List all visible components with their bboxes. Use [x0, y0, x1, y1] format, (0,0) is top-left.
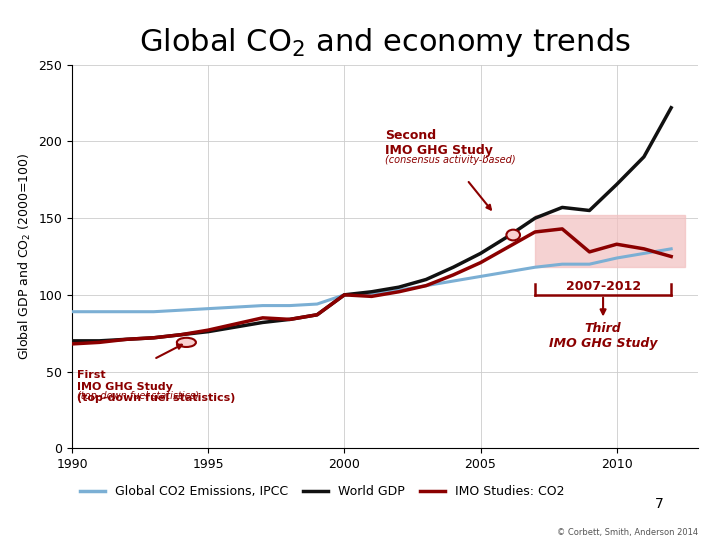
- Text: (consensus activity-based): (consensus activity-based): [385, 156, 516, 165]
- Bar: [535, 215, 685, 267]
- Text: Second
IMO GHG Study: Second IMO GHG Study: [385, 129, 493, 157]
- Title: Global CO$_2$ and economy trends: Global CO$_2$ and economy trends: [139, 26, 631, 59]
- Text: (top-down fuel statistics): (top-down fuel statistics): [78, 392, 199, 401]
- Text: First
IMO GHG Study
(top-down fuel statistics): First IMO GHG Study (top-down fuel stati…: [78, 370, 236, 403]
- Text: 7: 7: [655, 497, 664, 511]
- Text: 2007-2012: 2007-2012: [565, 280, 641, 293]
- Y-axis label: Global GDP and CO$_2$ (2000=100): Global GDP and CO$_2$ (2000=100): [17, 153, 33, 360]
- Ellipse shape: [177, 338, 196, 347]
- Legend: Global CO2 Emissions, IPCC, World GDP, IMO Studies: CO2: Global CO2 Emissions, IPCC, World GDP, I…: [76, 480, 570, 503]
- Text: © Corbett, Smith, Anderson 2014: © Corbett, Smith, Anderson 2014: [557, 528, 698, 537]
- Ellipse shape: [506, 230, 520, 240]
- Text: Third
IMO GHG Study: Third IMO GHG Study: [549, 322, 657, 350]
